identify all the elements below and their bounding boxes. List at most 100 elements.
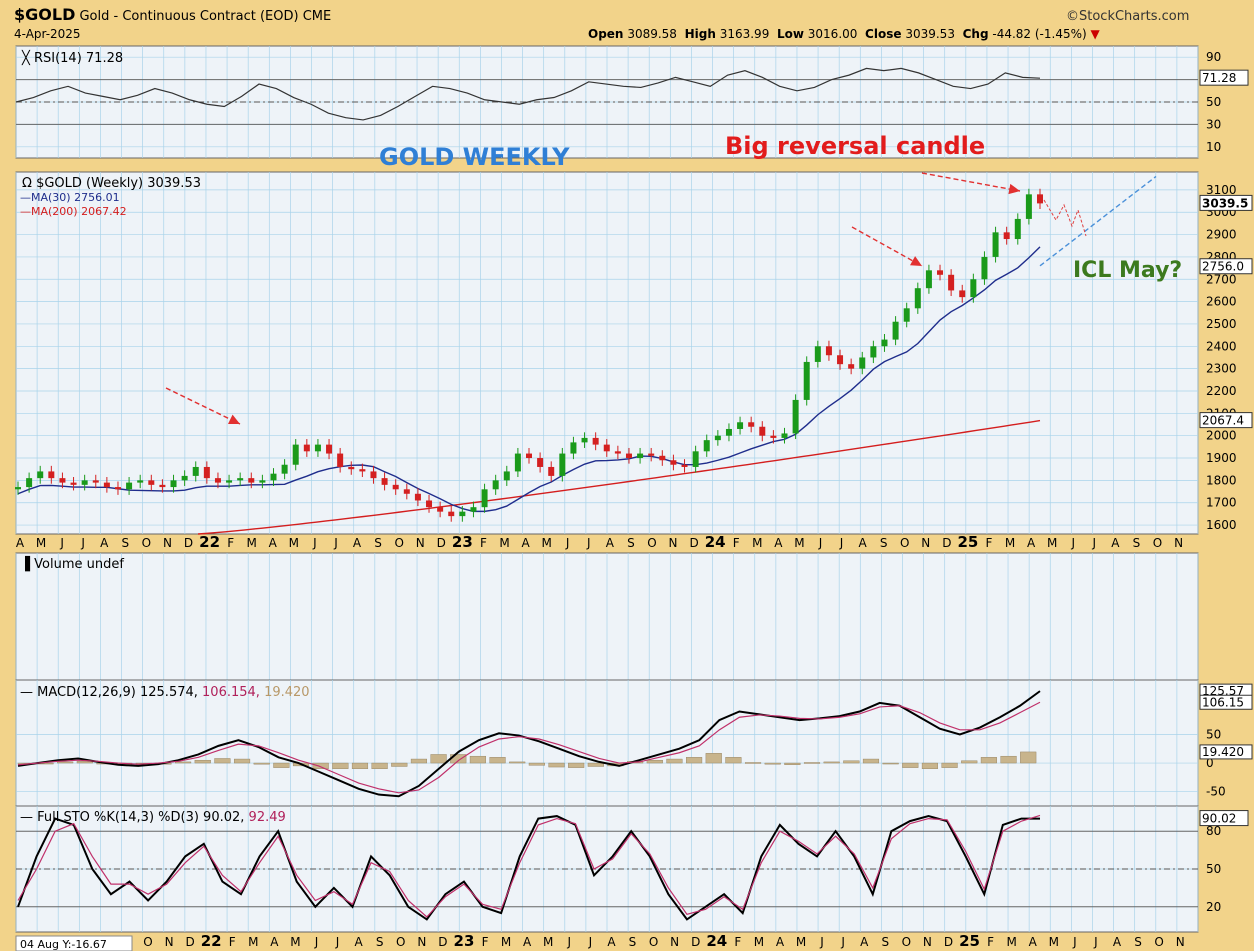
x-tick-label-bottom: A [776,935,785,949]
candle-body [370,471,376,478]
macd-hist-bar [215,758,231,763]
x-tick-label: 23 [452,533,473,551]
candle-body [48,471,54,478]
price-last-label: 2756.0 [1202,260,1244,274]
x-tick-label-bottom: D [438,935,447,949]
macd-hist-bar [843,761,859,763]
candle-body [248,478,254,482]
x-tick-label: S [374,536,382,550]
candle-body [848,364,854,368]
x-tick-label-bottom: N [670,935,679,949]
candle-body [315,445,321,452]
x-tick-label: D [689,536,698,550]
candle-body [493,480,499,489]
candle-body [148,480,154,484]
candle-body [304,445,310,452]
candle-body [904,308,910,321]
macd-hist-bar [824,762,840,763]
y-tick-label: 1700 [1206,496,1237,510]
y-tick-label: 1600 [1206,518,1237,532]
x-tick-label: N [669,536,678,550]
x-tick-label-bottom: A [860,935,869,949]
x-tick-label-bottom: J [840,935,845,949]
candle-body [526,454,532,458]
y-tick-label: 10 [1206,140,1221,154]
macd-last-label: 106.15 [1202,695,1244,709]
x-tick-label: S [1133,536,1141,550]
candle-body [859,357,865,368]
candle-body [826,346,832,355]
macd-hist-bar [588,763,604,766]
macd-hist-bar [549,763,565,767]
macd-hist-bar [77,761,93,763]
candle-body [782,433,788,437]
x-tick-label: A [353,536,362,550]
x-tick-label-bottom: J [314,935,319,949]
macd-hist-bar [1001,756,1017,763]
y-tick-label: 90 [1206,50,1221,64]
macd-hist-bar [883,763,899,764]
y-tick-label: 30 [1206,117,1221,131]
candle-body [393,485,399,489]
macd-hist-bar [765,763,781,764]
x-tick-label-bottom: A [270,935,279,949]
x-tick-label-bottom: A [523,935,532,949]
volume-title: ▐ Volume undef [20,555,124,572]
x-tick-label: M [1005,536,1015,550]
x-tick-label: S [880,536,888,550]
candle-body [182,476,188,480]
candle-body [659,456,665,460]
x-tick-label: 24 [705,533,726,551]
candle-body [726,429,732,436]
candle-body [937,270,943,274]
rsi-last-label: 71.28 [1202,71,1236,85]
x-tick-label-bottom: M [290,935,300,949]
x-tick-label: F [227,536,234,550]
macd-hist-bar [942,763,958,768]
x-tick-label-bottom: D [691,935,700,949]
annotation-gold-weekly: GOLD WEEKLY [379,143,570,171]
candle-body [326,445,332,454]
x-tick-label: J [839,536,844,550]
x-tick-label: A [1027,536,1036,550]
candle-body [59,478,65,482]
candle-body [837,355,843,364]
candle-body [459,512,465,516]
macd-hist-bar [509,762,525,763]
candle-body [237,478,243,480]
candle-body [415,494,421,501]
candle-body [37,471,43,478]
y-tick-label: 2200 [1206,384,1237,398]
macd-hist-bar [57,762,73,763]
x-tick-label-bottom: N [165,935,174,949]
candle-body [948,275,954,291]
candle-body [693,451,699,467]
macd-hist-bar [470,756,486,763]
candle-body [115,487,121,489]
x-tick-label-bottom: A [1113,935,1122,949]
candle-body [570,442,576,453]
candle-body [604,445,610,452]
macd-hist-bar [863,759,879,763]
x-tick-label: O [1153,536,1162,550]
x-tick-label: M [541,536,551,550]
candle-body [348,467,354,469]
candle-body [759,427,765,436]
x-tick-label-bottom: M [501,935,511,949]
x-tick-label: S [122,536,130,550]
crosshair-status: 04 Aug Y:-16.67 [20,938,107,951]
x-tick-label-bottom: J [588,935,593,949]
sto-title: — Full STO %K(14,3) %D(3) 90.02, 92.49 [20,810,286,825]
x-tick-label-bottom: J [567,935,572,949]
candle-body [815,346,821,362]
candle-body [404,489,410,493]
macd-hist-bar [234,759,250,763]
macd-hist-bar [745,762,761,763]
candle-body [337,454,343,467]
macd-hist-bar [372,763,388,769]
macd-hist-bar [274,763,290,768]
candle-body [559,454,565,476]
candle-body [282,465,288,474]
candle-body [870,346,876,357]
